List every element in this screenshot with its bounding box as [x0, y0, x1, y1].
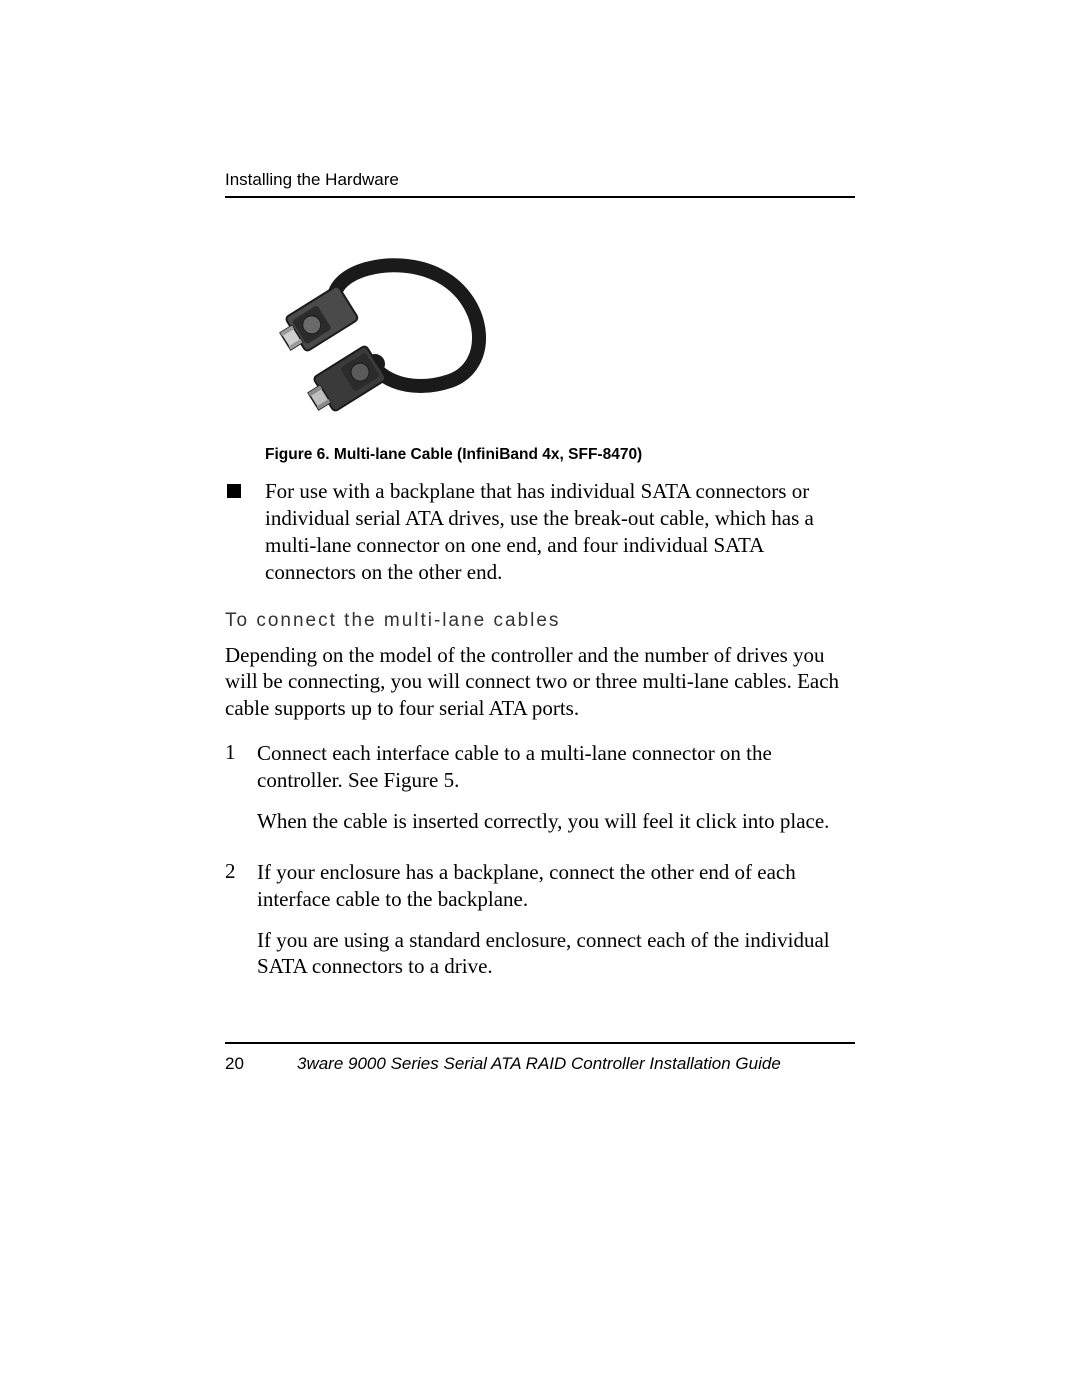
step-2: 2 If your enclosure has a backplane, con… — [225, 859, 855, 995]
cable-illustration — [225, 246, 525, 436]
square-bullet-icon — [227, 484, 241, 498]
running-header: Installing the Hardware — [225, 170, 855, 198]
page-footer: 20 3ware 9000 Series Serial ATA RAID Con… — [225, 1042, 855, 1074]
bullet-item: For use with a backplane that has indivi… — [225, 478, 855, 586]
bullet-text: For use with a backplane that has indivi… — [265, 478, 855, 586]
footer-title: 3ware 9000 Series Serial ATA RAID Contro… — [297, 1054, 781, 1074]
figure-caption: Figure 6. Multi-lane Cable (InfiniBand 4… — [265, 446, 855, 464]
step-number: 1 — [225, 740, 257, 765]
step-text: If your enclosure has a backplane, conne… — [257, 859, 855, 913]
step-text: Connect each interface cable to a multi-… — [257, 740, 855, 794]
intro-paragraph: Depending on the model of the controller… — [225, 642, 855, 723]
step-text: If you are using a standard enclosure, c… — [257, 927, 855, 981]
step-number: 2 — [225, 859, 257, 884]
page-number: 20 — [225, 1054, 297, 1074]
figure-cable — [225, 246, 855, 436]
procedure-heading: To connect the multi-lane cables — [225, 610, 855, 632]
step-1: 1 Connect each interface cable to a mult… — [225, 740, 855, 849]
step-text: When the cable is inserted correctly, yo… — [257, 808, 855, 835]
